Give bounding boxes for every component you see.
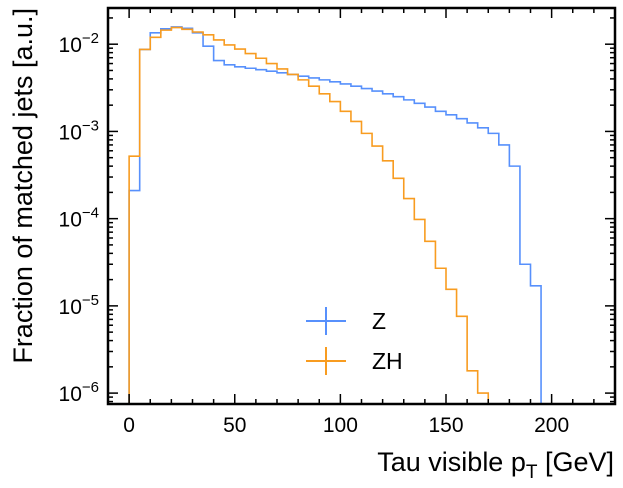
- y-tick-label: 10−6: [59, 379, 99, 406]
- legend-label-z: Z: [372, 308, 386, 334]
- legend-item-zh: ZH: [306, 347, 403, 375]
- y-tick-label: 10−2: [59, 30, 99, 57]
- x-tick-label: 200: [534, 414, 569, 437]
- legend-item-z: Z: [306, 307, 386, 335]
- y-tick-labels: 10−6 10−5 10−4 10−3 10−2: [59, 30, 99, 406]
- series-line-z: [128, 26, 542, 404]
- x-tick-label: 0: [123, 414, 135, 437]
- y-axis-title: Fraction of matched jets [a.u.]: [8, 8, 38, 364]
- x-tick-label: 100: [323, 414, 358, 437]
- legend-label-zh: ZH: [372, 348, 403, 374]
- x-tick-label: 50: [223, 414, 246, 437]
- legend: Z ZH: [306, 307, 403, 375]
- x-tick-label: 150: [428, 414, 463, 437]
- y-tick-label: 10−5: [59, 292, 99, 319]
- series-line-zh: [128, 26, 500, 404]
- plot-frame: [106, 6, 617, 406]
- y-tick-label: 10−4: [59, 205, 99, 232]
- series-layer: [128, 26, 542, 404]
- x-axis-title: Tau visible pT [GeV]: [377, 447, 614, 483]
- y-tick-label: 10−3: [59, 117, 99, 144]
- x-tick-labels: 0 50 100 150 200: [123, 414, 569, 437]
